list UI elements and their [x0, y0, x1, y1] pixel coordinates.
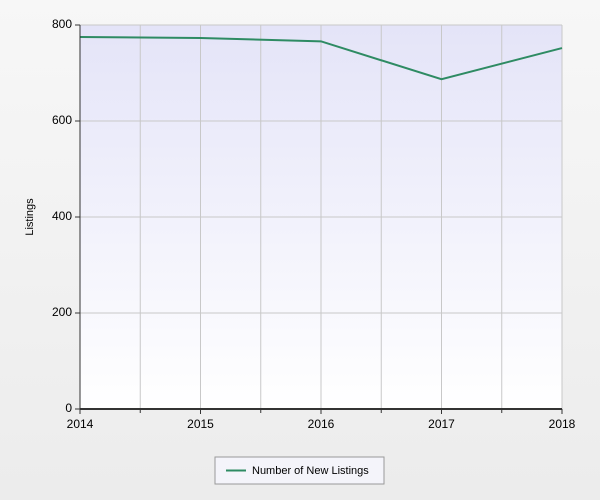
legend-label: Number of New Listings: [252, 465, 369, 477]
y-tick-label: 600: [52, 113, 72, 127]
y-tick-label: 0: [65, 401, 72, 415]
x-tick-label: 2018: [549, 417, 576, 431]
x-tick-label: 2016: [308, 417, 335, 431]
y-axis-label: Listings: [24, 198, 36, 236]
x-tick-label: 2017: [428, 417, 455, 431]
data-line: [79, 36, 563, 81]
y-tick-label: 400: [52, 209, 72, 223]
x-tick-label: 2015: [187, 417, 214, 431]
y-tick-label: 800: [52, 17, 72, 31]
y-tick-label: 200: [52, 305, 72, 319]
x-tick-label: 2014: [67, 417, 94, 431]
